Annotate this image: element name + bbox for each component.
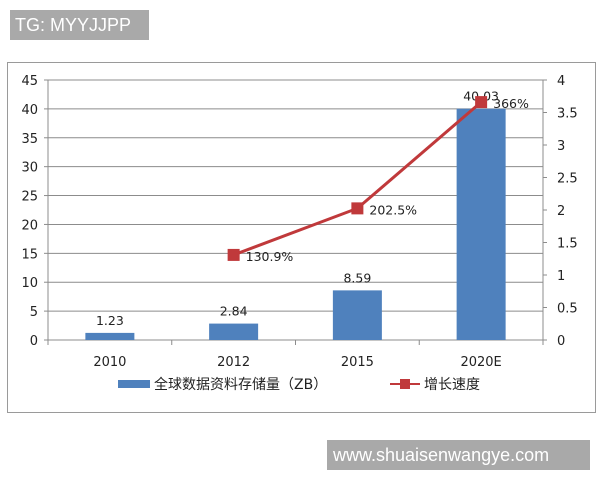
left-tick-label: 0: [30, 334, 38, 349]
left-axis-ticks: 0 5 10 15 20 25 30 35 40 45: [21, 74, 48, 349]
right-axis-ticks: 0 0.5 1 1.5 2 2.5 3 3.5 4: [543, 74, 578, 349]
right-tick-label: 4: [557, 74, 565, 89]
left-tick-label: 30: [21, 161, 38, 176]
left-tick-label: 40: [21, 103, 38, 118]
bar-series: 1.232.848.5940.03: [85, 89, 506, 341]
line-series: 130.9% 202.5% 366%: [227, 96, 529, 264]
bar-2010: [85, 332, 135, 340]
right-tick-label: 2.5: [557, 172, 578, 187]
x-tick-label: 2010: [93, 355, 126, 370]
left-tick-label: 10: [21, 276, 38, 291]
left-tick-label: 15: [21, 247, 38, 262]
right-tick-label: 1.5: [557, 237, 578, 252]
left-tick-label: 20: [21, 218, 38, 233]
line-marker: [351, 202, 364, 215]
right-tick-label: 2: [557, 204, 565, 219]
bar-value-label: 1.23: [96, 313, 124, 328]
left-tick-label: 45: [21, 74, 38, 89]
bar-2015: [332, 290, 382, 340]
right-tick-label: 0: [557, 334, 565, 349]
bar-2012: [209, 323, 259, 340]
line-value-label: 202.5%: [369, 202, 417, 217]
right-tick-label: 3.5: [557, 107, 578, 122]
left-tick-label: 5: [30, 305, 38, 320]
x-tick-label: 2012: [217, 355, 250, 370]
left-tick-label: 25: [21, 190, 38, 205]
legend-bar-swatch: [118, 380, 150, 388]
line-value-label: 130.9%: [246, 249, 294, 264]
legend-line-marker: [400, 379, 410, 389]
left-tick-label: 35: [21, 132, 38, 147]
x-tick-label: 2020E: [460, 355, 501, 370]
line-value-label: 366%: [493, 96, 529, 111]
legend-bar-label: 全球数据资料存储量（ZB）: [154, 376, 327, 393]
line-marker: [227, 248, 240, 261]
legend-line-label: 增长速度: [424, 377, 480, 393]
watermark-top: TG: MYYJJPP: [10, 10, 149, 40]
watermark-bottom: www.shuaisenwangye.com: [327, 440, 590, 470]
right-tick-label: 1: [557, 269, 565, 284]
bar-value-label: 8.59: [343, 270, 371, 285]
legend: 全球数据资料存储量（ZB） 增长速度: [118, 376, 480, 393]
right-tick-label: 3: [557, 139, 565, 154]
bar-2020E: [456, 108, 506, 341]
x-axis-labels: 2010 2012 2015 2020E: [47, 340, 544, 370]
x-tick-label: 2015: [341, 355, 374, 370]
right-tick-label: 0.5: [557, 302, 578, 317]
bar-value-label: 2.84: [220, 304, 248, 319]
line-marker: [475, 96, 488, 109]
